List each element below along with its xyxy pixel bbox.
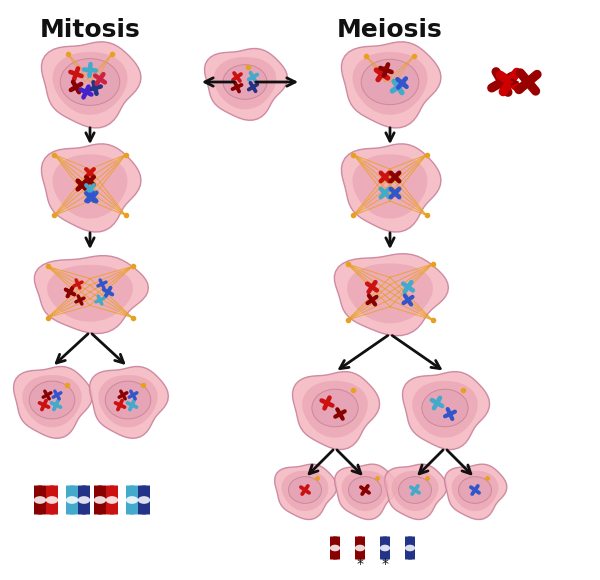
FancyBboxPatch shape	[38, 485, 46, 514]
Polygon shape	[205, 49, 287, 120]
Polygon shape	[412, 381, 478, 438]
FancyBboxPatch shape	[408, 536, 415, 560]
Ellipse shape	[398, 477, 431, 503]
Polygon shape	[341, 144, 441, 232]
Ellipse shape	[46, 496, 58, 504]
FancyBboxPatch shape	[94, 485, 102, 514]
FancyBboxPatch shape	[126, 485, 134, 514]
Ellipse shape	[312, 389, 358, 427]
Text: Meiosis: Meiosis	[337, 18, 443, 42]
Ellipse shape	[78, 496, 90, 504]
FancyBboxPatch shape	[138, 485, 146, 514]
FancyBboxPatch shape	[66, 485, 74, 514]
Polygon shape	[302, 381, 368, 438]
Ellipse shape	[355, 545, 365, 552]
FancyBboxPatch shape	[82, 485, 90, 514]
Polygon shape	[392, 471, 439, 511]
FancyBboxPatch shape	[333, 536, 340, 560]
Ellipse shape	[289, 477, 322, 503]
Polygon shape	[353, 52, 427, 115]
Text: *: *	[356, 557, 364, 571]
FancyBboxPatch shape	[358, 536, 365, 560]
Ellipse shape	[330, 545, 340, 552]
Polygon shape	[275, 464, 337, 520]
Polygon shape	[452, 471, 499, 511]
Text: Mitosis: Mitosis	[40, 18, 140, 42]
FancyBboxPatch shape	[106, 485, 114, 514]
Ellipse shape	[66, 496, 78, 504]
Polygon shape	[214, 57, 276, 110]
FancyBboxPatch shape	[78, 485, 86, 514]
FancyBboxPatch shape	[355, 536, 362, 560]
Polygon shape	[385, 464, 447, 520]
Polygon shape	[353, 154, 427, 219]
Ellipse shape	[29, 381, 75, 419]
Polygon shape	[347, 263, 433, 323]
Ellipse shape	[94, 496, 106, 504]
Ellipse shape	[126, 496, 138, 504]
Ellipse shape	[34, 496, 46, 504]
Polygon shape	[89, 367, 169, 438]
FancyBboxPatch shape	[70, 485, 78, 514]
Ellipse shape	[458, 477, 491, 503]
FancyBboxPatch shape	[142, 485, 150, 514]
FancyBboxPatch shape	[380, 536, 387, 560]
Polygon shape	[334, 254, 448, 336]
Polygon shape	[41, 42, 141, 128]
FancyBboxPatch shape	[383, 536, 390, 560]
Polygon shape	[34, 256, 148, 334]
Ellipse shape	[361, 59, 419, 104]
Polygon shape	[341, 42, 441, 128]
Polygon shape	[53, 52, 127, 115]
FancyBboxPatch shape	[130, 485, 138, 514]
Polygon shape	[403, 372, 490, 450]
FancyBboxPatch shape	[110, 485, 118, 514]
Polygon shape	[22, 375, 82, 427]
Polygon shape	[41, 144, 141, 232]
Polygon shape	[335, 464, 397, 520]
FancyBboxPatch shape	[50, 485, 58, 514]
FancyBboxPatch shape	[330, 536, 337, 560]
Ellipse shape	[405, 545, 415, 552]
Polygon shape	[281, 471, 328, 511]
Polygon shape	[293, 372, 380, 450]
Polygon shape	[14, 367, 92, 438]
Ellipse shape	[106, 496, 118, 504]
Ellipse shape	[422, 389, 468, 427]
Ellipse shape	[223, 65, 267, 99]
Ellipse shape	[105, 381, 151, 419]
FancyBboxPatch shape	[98, 485, 106, 514]
Ellipse shape	[60, 59, 120, 106]
Polygon shape	[445, 464, 507, 520]
Text: *: *	[382, 557, 389, 571]
Polygon shape	[98, 375, 158, 427]
Ellipse shape	[138, 496, 150, 504]
FancyBboxPatch shape	[46, 485, 54, 514]
Polygon shape	[47, 265, 133, 322]
Polygon shape	[341, 471, 388, 511]
Ellipse shape	[349, 477, 382, 503]
Polygon shape	[53, 154, 127, 219]
FancyBboxPatch shape	[405, 536, 412, 560]
FancyBboxPatch shape	[34, 485, 42, 514]
Ellipse shape	[380, 545, 390, 552]
